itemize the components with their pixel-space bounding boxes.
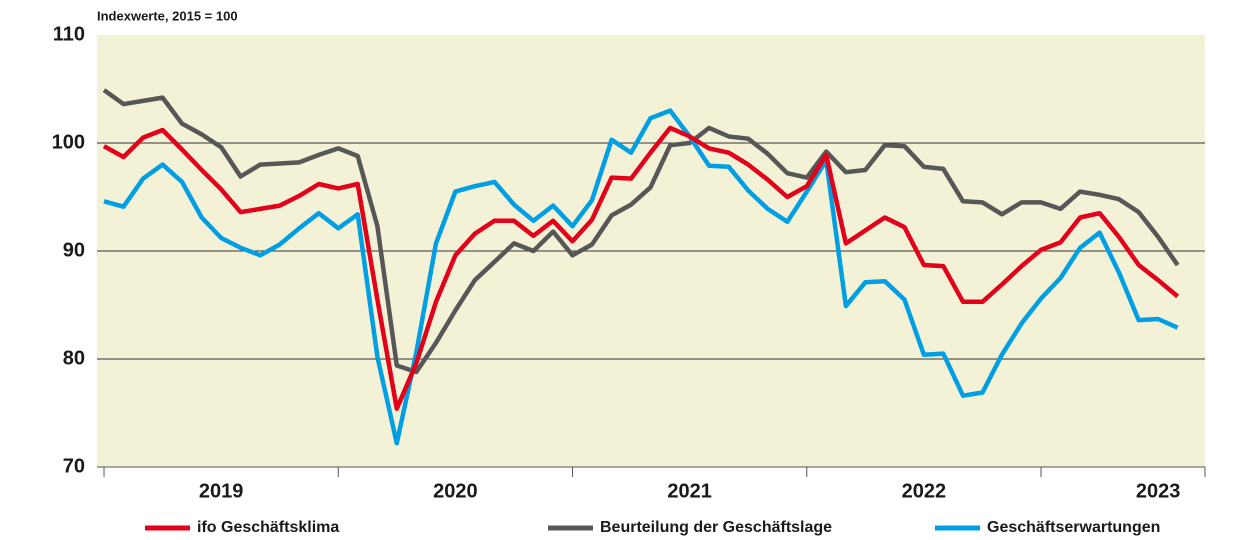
- series-line: [102, 88, 1180, 375]
- y-tick-label: 80: [63, 347, 85, 369]
- y-tick-label: 110: [53, 23, 85, 45]
- legend-label: ifo Geschäftsklima: [197, 519, 339, 536]
- x-tick-label: 2019: [199, 480, 244, 502]
- series-line: [103, 108, 1179, 446]
- x-tick-label: 2022: [902, 480, 947, 502]
- x-tick-label: 2023: [1136, 480, 1181, 502]
- legend-label: Beurteilung der Geschäftslage: [600, 519, 832, 536]
- y-tick-label: 90: [63, 239, 85, 261]
- legend-label: Geschäftserwartungen: [987, 519, 1160, 536]
- chart-subtitle: Indexwerte, 2015 = 100: [97, 8, 238, 23]
- series-line: [102, 125, 1180, 411]
- x-tick-label: 2021: [667, 480, 712, 502]
- y-tick-label: 100: [52, 131, 85, 153]
- y-tick-label: 70: [63, 455, 85, 477]
- x-tick-label: 2020: [433, 480, 478, 502]
